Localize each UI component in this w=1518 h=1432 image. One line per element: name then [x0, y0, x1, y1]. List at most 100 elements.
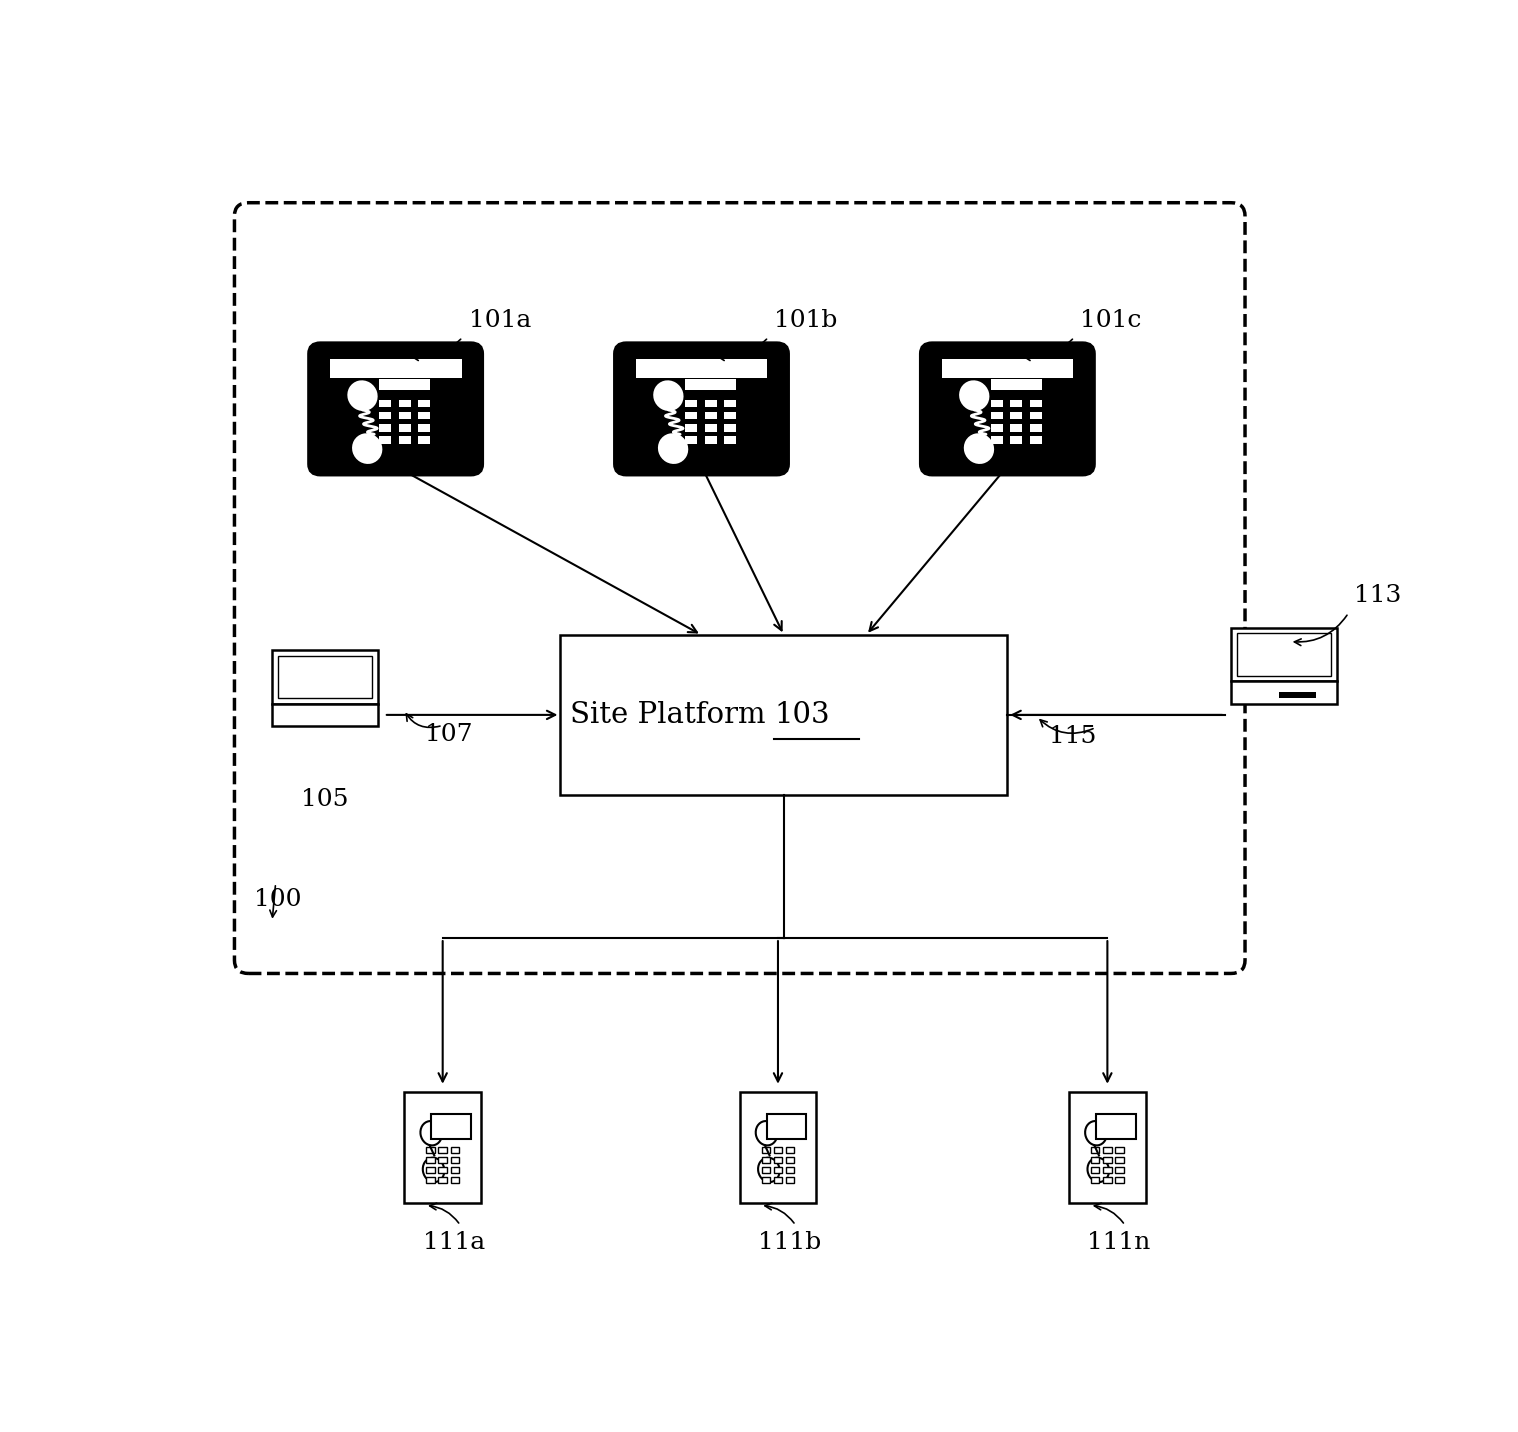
- Bar: [1091, 1177, 1099, 1183]
- Bar: [1011, 435, 1023, 444]
- Bar: [451, 1157, 458, 1163]
- Ellipse shape: [348, 381, 378, 411]
- Bar: [704, 411, 716, 420]
- Bar: [380, 379, 430, 390]
- Bar: [380, 411, 392, 420]
- Bar: [451, 1147, 458, 1153]
- Bar: [419, 435, 430, 444]
- Bar: [419, 411, 430, 420]
- Bar: [1011, 411, 1023, 420]
- Text: 101a: 101a: [469, 309, 531, 332]
- Ellipse shape: [964, 434, 994, 464]
- Text: 105: 105: [301, 788, 349, 811]
- Bar: [451, 1167, 458, 1173]
- Bar: [380, 435, 392, 444]
- Text: 111a: 111a: [424, 1230, 486, 1254]
- Bar: [1104, 1147, 1111, 1153]
- Bar: [991, 424, 1003, 431]
- Bar: [1116, 1147, 1123, 1153]
- Bar: [427, 1157, 434, 1163]
- Text: 101c: 101c: [1081, 309, 1142, 332]
- Bar: [439, 1157, 446, 1163]
- Bar: [439, 1177, 446, 1183]
- Bar: [1231, 629, 1337, 682]
- Text: 115: 115: [1049, 725, 1096, 748]
- Bar: [419, 424, 430, 431]
- Bar: [439, 1147, 446, 1153]
- Bar: [685, 400, 697, 407]
- Bar: [685, 379, 736, 390]
- Bar: [1116, 1167, 1123, 1173]
- Ellipse shape: [424, 1157, 445, 1181]
- Bar: [427, 1177, 434, 1183]
- Bar: [399, 424, 411, 431]
- Text: 111n: 111n: [1087, 1230, 1151, 1254]
- Bar: [724, 424, 736, 431]
- Bar: [1031, 435, 1041, 444]
- Bar: [704, 424, 716, 431]
- Bar: [1104, 1177, 1111, 1183]
- Bar: [767, 1114, 806, 1138]
- Bar: [272, 650, 378, 703]
- Bar: [724, 400, 736, 407]
- FancyBboxPatch shape: [615, 342, 788, 475]
- Bar: [399, 435, 411, 444]
- Bar: [786, 1167, 794, 1173]
- Bar: [1091, 1167, 1099, 1173]
- Bar: [1091, 1147, 1099, 1153]
- Bar: [1096, 1114, 1135, 1138]
- Text: 100: 100: [255, 888, 302, 911]
- Text: 111b: 111b: [757, 1230, 821, 1254]
- Bar: [685, 411, 697, 420]
- Bar: [991, 379, 1041, 390]
- Text: Site Platform: Site Platform: [569, 700, 774, 729]
- Bar: [739, 1093, 817, 1203]
- Bar: [991, 400, 1003, 407]
- Text: 107: 107: [425, 723, 472, 746]
- Ellipse shape: [1085, 1121, 1107, 1146]
- Bar: [786, 1147, 794, 1153]
- Ellipse shape: [653, 381, 683, 411]
- Bar: [724, 411, 736, 420]
- Text: 113: 113: [1354, 584, 1401, 607]
- Bar: [1278, 692, 1316, 699]
- Bar: [1116, 1157, 1123, 1163]
- Bar: [399, 411, 411, 420]
- FancyBboxPatch shape: [920, 342, 1094, 475]
- Bar: [427, 1167, 434, 1173]
- Bar: [1091, 1157, 1099, 1163]
- Bar: [1104, 1157, 1111, 1163]
- Bar: [762, 1167, 770, 1173]
- Bar: [399, 400, 411, 407]
- Bar: [439, 1167, 446, 1173]
- Bar: [724, 435, 736, 444]
- Bar: [380, 424, 392, 431]
- Bar: [636, 359, 768, 378]
- Bar: [1031, 424, 1041, 431]
- Ellipse shape: [657, 434, 688, 464]
- Bar: [1104, 1167, 1111, 1173]
- Bar: [329, 359, 461, 378]
- Bar: [1116, 1177, 1123, 1183]
- Bar: [404, 1093, 481, 1203]
- Ellipse shape: [420, 1121, 442, 1146]
- Bar: [427, 1147, 434, 1153]
- FancyBboxPatch shape: [308, 342, 483, 475]
- Text: 101b: 101b: [774, 309, 838, 332]
- Bar: [380, 400, 392, 407]
- Bar: [704, 400, 716, 407]
- Ellipse shape: [757, 1157, 780, 1181]
- Bar: [941, 359, 1073, 378]
- Bar: [762, 1147, 770, 1153]
- Text: 103: 103: [774, 700, 830, 729]
- Bar: [431, 1114, 471, 1138]
- Bar: [762, 1177, 770, 1183]
- Bar: [991, 411, 1003, 420]
- Bar: [704, 435, 716, 444]
- Bar: [451, 1177, 458, 1183]
- Bar: [272, 703, 378, 726]
- Ellipse shape: [959, 381, 990, 411]
- Ellipse shape: [756, 1121, 777, 1146]
- Bar: [762, 1157, 770, 1163]
- Bar: [786, 1157, 794, 1163]
